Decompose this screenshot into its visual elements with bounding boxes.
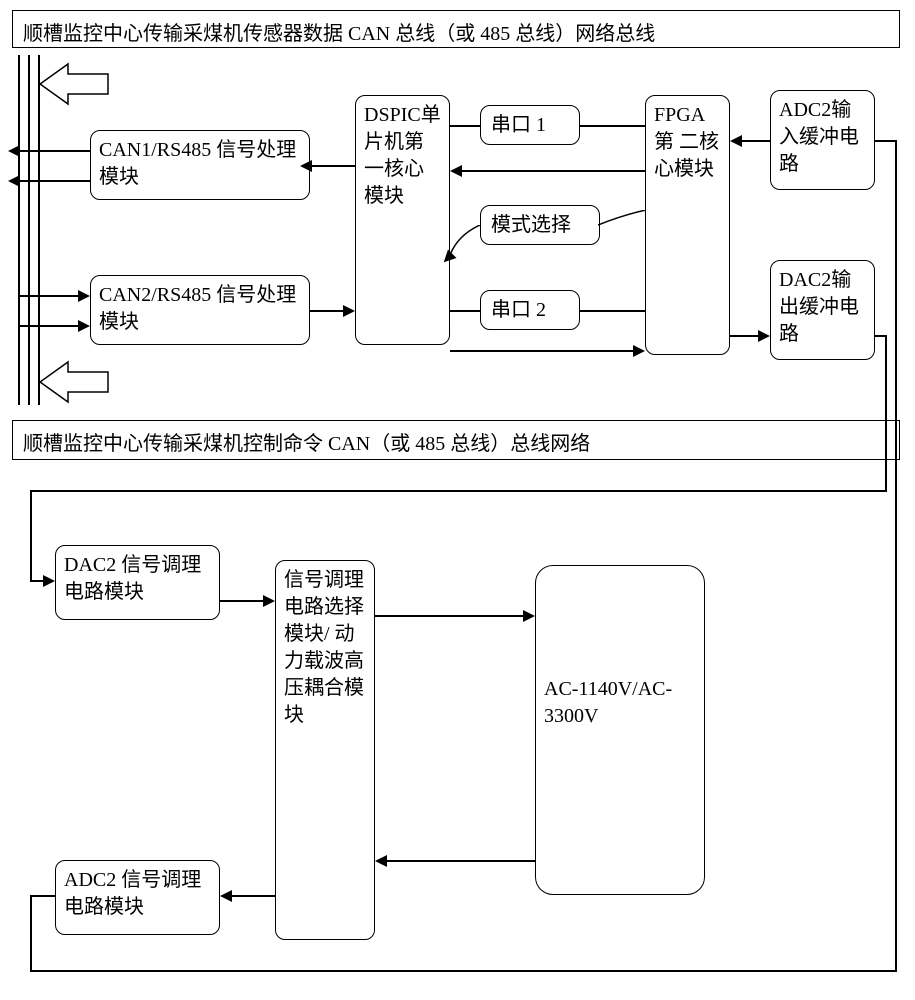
label-dac2out: DAC2输出缓冲电路 <box>779 269 859 345</box>
title-bottom-frame: 顺槽监控中心传输采煤机控制命令 CAN（或 485 总线）总线网络 <box>12 420 900 460</box>
arrow-bus-can2-1 <box>18 295 80 297</box>
arrowhead-dac2sig-sigsel <box>263 595 275 607</box>
hollow-arrow-top <box>40 60 110 108</box>
arrow-can2-dspic <box>310 310 345 312</box>
node-serial2: 串口 2 <box>480 290 580 330</box>
arrowhead-sigsel-adc2sig <box>220 890 232 902</box>
node-can1: CAN1/RS485 信号处理模块 <box>90 130 310 200</box>
arrowhead-sigsel-ac <box>523 610 535 622</box>
route-adc2sig-h <box>30 895 55 897</box>
arrowhead-bus-can2-2 <box>78 320 90 332</box>
label-adc2in: ADC2输入缓冲电路 <box>779 99 859 175</box>
title-top: 顺槽监控中心传输采煤机传感器数据 CAN 总线（或 485 总线）网络总线 <box>23 23 655 45</box>
route-adc2sig-v <box>30 895 32 970</box>
label-dspic: DSPIC单片机第一核心模块 <box>364 104 441 207</box>
node-serial1: 串口 1 <box>480 105 580 145</box>
label-adc2sig: ADC2 信号调理电路模块 <box>64 869 201 918</box>
mode-curve-right <box>598 210 648 240</box>
bus-line-1 <box>18 55 20 405</box>
route-bl-v <box>30 490 32 580</box>
arrow-sigsel-ac <box>375 615 525 617</box>
route-right-v1 <box>895 140 897 970</box>
node-adc2sig: ADC2 信号调理电路模块 <box>55 860 220 935</box>
label-serial1: 串口 1 <box>491 114 546 136</box>
arrow-can1-bus-1 <box>18 150 90 152</box>
line-below-s2 <box>450 350 635 352</box>
arrowhead-ac-sigsel <box>375 855 387 867</box>
label-serial2: 串口 2 <box>491 299 546 321</box>
route-dac-v <box>885 335 887 490</box>
label-dac2sig: DAC2 信号调理电路模块 <box>64 554 201 603</box>
route-dac-h <box>875 335 885 337</box>
arrowhead-can1-bus-2 <box>8 175 20 187</box>
label-mode: 模式选择 <box>491 214 571 236</box>
node-dac2sig: DAC2 信号调理电路模块 <box>55 545 220 620</box>
node-ac: AC-1140V/AC-3300V <box>535 565 705 895</box>
arrowhead-below-s2 <box>633 345 645 357</box>
node-sigsel: 信号调理电路选择模块/ 动力载波高压耦合模块 <box>275 560 375 940</box>
arrow-adc-fpga <box>740 140 770 142</box>
route-bl-h <box>30 490 887 492</box>
title-bottom: 顺槽监控中心传输采煤机控制命令 CAN（或 485 总线）总线网络 <box>23 433 590 455</box>
arrow-sigsel-adc2sig <box>230 895 275 897</box>
node-can2: CAN2/RS485 信号处理模块 <box>90 275 310 345</box>
line-s1-dspic <box>450 125 480 127</box>
node-dspic: DSPIC单片机第一核心模块 <box>355 95 450 345</box>
label-can1: CAN1/RS485 信号处理模块 <box>99 139 296 188</box>
arrow-bus-can2-2 <box>18 325 80 327</box>
arrowhead-below-s1 <box>450 165 462 177</box>
label-can2: CAN2/RS485 信号处理模块 <box>99 284 296 333</box>
arrow-can1-bus-2 <box>18 180 90 182</box>
route-right-h1 <box>875 140 895 142</box>
arrowhead-fpga-dac <box>758 330 770 342</box>
label-sigsel: 信号调理电路选择模块/ 动力载波高压耦合模块 <box>284 569 364 726</box>
arrow-ac-sigsel <box>385 860 535 862</box>
arrow-fpga-dac <box>730 335 760 337</box>
node-fpga: FPGA第 二核 心模块 <box>645 95 730 355</box>
hollow-arrow-bottom <box>40 358 110 406</box>
arrowhead-can2-dspic <box>343 305 355 317</box>
arrowhead-bus-can2-1 <box>78 290 90 302</box>
label-fpga: FPGA第 二核 心模块 <box>654 104 719 180</box>
node-mode: 模式选择 <box>480 205 600 245</box>
arrowhead-into-dac2sig <box>43 575 55 587</box>
bus-line-2 <box>28 55 30 405</box>
line-s2-fpga <box>580 310 645 312</box>
line-s1-fpga <box>580 125 645 127</box>
arrow-dac2sig-sigsel <box>220 600 265 602</box>
label-ac: AC-1140V/AC-3300V <box>544 678 672 727</box>
arrowhead-dspic-can1 <box>300 160 312 172</box>
node-adc2in: ADC2输入缓冲电路 <box>770 90 875 190</box>
line-s2-dspic <box>450 310 480 312</box>
title-top-frame: 顺槽监控中心传输采煤机传感器数据 CAN 总线（或 485 总线）网络总线 <box>12 10 900 48</box>
arrowhead-can1-bus-1 <box>8 145 20 157</box>
arrow-dspic-can1 <box>310 165 355 167</box>
node-dac2out: DAC2输出缓冲电路 <box>770 260 875 360</box>
line-below-s1 <box>460 170 645 172</box>
arrowhead-adc-fpga <box>730 135 742 147</box>
route-bottom-h <box>30 970 897 972</box>
